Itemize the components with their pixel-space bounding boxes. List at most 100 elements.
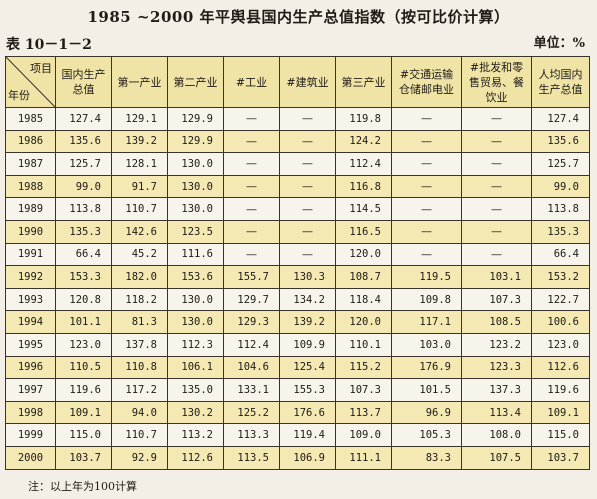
cell-construction: —	[279, 107, 336, 131]
cell-secondary: 112.6	[167, 445, 224, 470]
footnote: 注：以上年为100计算	[28, 480, 137, 493]
cell-per-capita: 109.1	[531, 400, 590, 425]
cell-tertiary: 110.1	[335, 332, 392, 357]
cell-trade: 103.1	[461, 265, 532, 289]
cell-trade: 108.0	[461, 423, 532, 447]
unit-label: 单位：%	[533, 36, 585, 51]
header-corner-cell: 项目 年份	[5, 56, 56, 108]
cell-primary: 45.2	[111, 242, 168, 267]
cell-construction: 134.2	[279, 287, 336, 312]
cell-tertiary: 113.7	[335, 400, 392, 425]
cell-secondary: 123.5	[167, 219, 224, 244]
cell-tertiary: 107.3	[335, 378, 392, 402]
table-row: 1994 101.1 81.3 130.0 129.3 139.2 120.0 117.1 10…	[5, 310, 590, 334]
cell-gdp: 109.1	[55, 400, 112, 425]
cell-industry: —	[223, 242, 280, 267]
cell-per-capita: 103.7	[531, 445, 590, 470]
cell-per-capita: 115.0	[531, 423, 590, 447]
cell-construction: 130.3	[279, 265, 336, 289]
table-row: 1993 120.8 118.2 130.0 129.7 134.2 118.4 109.8 1…	[5, 287, 590, 312]
cell-transport: —	[391, 219, 462, 244]
cell-primary: 139.2	[111, 129, 168, 154]
cell-industry: 155.7	[223, 265, 280, 289]
header-transport: #交通运输仓储邮电业	[391, 56, 462, 108]
cell-trade: 113.4	[461, 400, 532, 425]
cell-primary: 92.9	[111, 445, 168, 470]
cell-transport: —	[391, 152, 462, 176]
cell-industry: 104.6	[223, 355, 280, 380]
table-row: 1999 115.0 110.7 113.2 113.3 119.4 109.0 105.3 1…	[5, 423, 590, 447]
cell-transport: 119.5	[391, 265, 462, 289]
cell-construction: —	[279, 242, 336, 267]
table-body: 1985 127.4 129.1 129.9— —119.8— —127.4 1986 135…	[5, 107, 590, 470]
cell-secondary: 135.0	[167, 378, 224, 402]
cell-gdp: 125.7	[55, 152, 112, 176]
header-trade: #批发和零售贸易、餐饮业	[461, 56, 532, 108]
table-row: 1986 135.6 139.2 129.9— —124.2— —135.6	[5, 129, 590, 154]
cell-industry: 129.7	[223, 287, 280, 312]
cell-secondary: 113.2	[167, 423, 224, 447]
cell-trade: —	[461, 152, 532, 176]
cell-construction: 119.4	[279, 423, 336, 447]
cell-primary: 182.0	[111, 265, 168, 289]
cell-year: 1997	[5, 378, 56, 402]
cell-per-capita: 119.6	[531, 378, 590, 402]
cell-secondary: 130.0	[167, 174, 224, 199]
table-row: 1990 135.3 142.6 123.5— —116.5— —135.3	[5, 219, 590, 244]
cell-industry: —	[223, 152, 280, 176]
cell-secondary: 111.6	[167, 242, 224, 267]
cell-industry: —	[223, 129, 280, 154]
cell-gdp: 127.4	[55, 107, 112, 131]
header-construction: #建筑业	[279, 56, 336, 108]
cell-secondary: 130.0	[167, 310, 224, 334]
gdp-index-table: 项目 年份 国内生产总值 第一产业 第二产业 #工业 #建筑业 第三产业 #交通…	[5, 56, 590, 470]
cell-primary: 110.7	[111, 423, 168, 447]
cell-industry: 113.3	[223, 423, 280, 447]
cell-primary: 137.8	[111, 332, 168, 357]
table-row: 1996 110.5 110.8 106.1 104.6 125.4 115.2 176.9 1…	[5, 355, 590, 380]
cell-trade: —	[461, 197, 532, 221]
cell-trade: 107.3	[461, 287, 532, 312]
header-primary: 第一产业	[111, 56, 168, 108]
cell-tertiary: 112.4	[335, 152, 392, 176]
cell-per-capita: 66.4	[531, 242, 590, 267]
cell-gdp: 66.4	[55, 242, 112, 267]
cell-industry: 112.4	[223, 332, 280, 357]
cell-tertiary: 115.2	[335, 355, 392, 380]
cell-construction: 139.2	[279, 310, 336, 334]
table-row: 1995 123.0 137.8 112.3 112.4 109.9 110.1 103.0 1…	[5, 332, 590, 357]
cell-tertiary: 124.2	[335, 129, 392, 154]
cell-industry: —	[223, 197, 280, 221]
cell-trade: 123.3	[461, 355, 532, 380]
cell-construction: —	[279, 174, 336, 199]
cell-construction: 176.6	[279, 400, 336, 425]
cell-per-capita: 123.0	[531, 332, 590, 357]
cell-secondary: 129.9	[167, 129, 224, 154]
cell-trade: 107.5	[461, 445, 532, 470]
cell-transport: —	[391, 129, 462, 154]
cell-gdp: 113.8	[55, 197, 112, 221]
header-tertiary: 第三产业	[335, 56, 392, 108]
cell-per-capita: 122.7	[531, 287, 590, 312]
cell-tertiary: 120.0	[335, 310, 392, 334]
cell-industry: 133.1	[223, 378, 280, 402]
cell-trade: —	[461, 107, 532, 131]
cell-year: 1994	[5, 310, 56, 334]
cell-primary: 81.3	[111, 310, 168, 334]
cell-trade: —	[461, 129, 532, 154]
cell-primary: 110.7	[111, 197, 168, 221]
cell-per-capita: 135.6	[531, 129, 590, 154]
cell-transport: —	[391, 242, 462, 267]
cell-year: 1988	[5, 174, 56, 199]
cell-per-capita: 113.8	[531, 197, 590, 221]
cell-tertiary: 120.0	[335, 242, 392, 267]
cell-trade: 137.3	[461, 378, 532, 402]
cell-gdp: 103.7	[55, 445, 112, 470]
cell-primary: 128.1	[111, 152, 168, 176]
cell-transport: 103.0	[391, 332, 462, 357]
cell-year: 1987	[5, 152, 56, 176]
cell-construction: —	[279, 129, 336, 154]
cell-tertiary: 114.5	[335, 197, 392, 221]
cell-gdp: 101.1	[55, 310, 112, 334]
cell-primary: 129.1	[111, 107, 168, 131]
